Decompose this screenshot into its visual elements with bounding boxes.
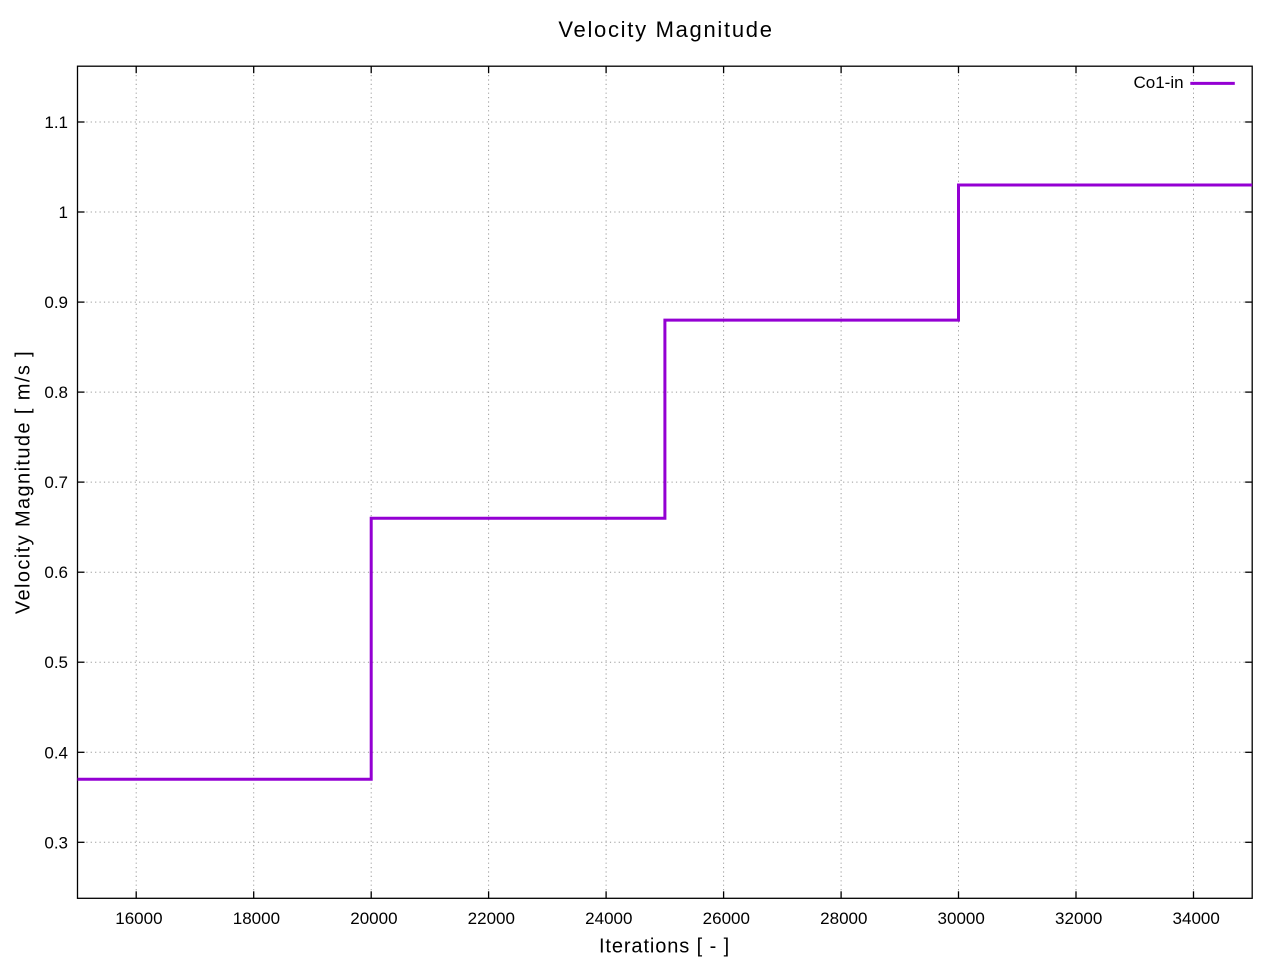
svg-text:0.3: 0.3: [44, 833, 68, 852]
svg-text:1: 1: [59, 203, 68, 222]
svg-text:0.9: 0.9: [44, 293, 68, 312]
svg-text:0.5: 0.5: [44, 653, 68, 672]
svg-text:Iterations [ - ]: Iterations [ - ]: [599, 936, 730, 958]
svg-text:32000: 32000: [1055, 909, 1102, 928]
svg-text:30000: 30000: [938, 909, 985, 928]
svg-text:0.4: 0.4: [44, 743, 68, 762]
svg-text:22000: 22000: [468, 909, 515, 928]
svg-text:1.1: 1.1: [44, 113, 68, 132]
svg-text:34000: 34000: [1173, 909, 1220, 928]
svg-text:Velocity Magnitude [ m/s ]: Velocity Magnitude [ m/s ]: [13, 350, 35, 614]
svg-text:0.7: 0.7: [44, 473, 68, 492]
svg-text:0.6: 0.6: [44, 563, 68, 582]
svg-text:26000: 26000: [703, 909, 750, 928]
svg-text:0.8: 0.8: [44, 383, 68, 402]
svg-text:Velocity Magnitude: Velocity Magnitude: [558, 17, 773, 42]
svg-text:20000: 20000: [350, 909, 397, 928]
svg-text:18000: 18000: [233, 909, 280, 928]
svg-text:Co1-in: Co1-in: [1134, 73, 1184, 92]
svg-text:24000: 24000: [585, 909, 632, 928]
svg-text:28000: 28000: [820, 909, 867, 928]
svg-text:16000: 16000: [115, 909, 162, 928]
